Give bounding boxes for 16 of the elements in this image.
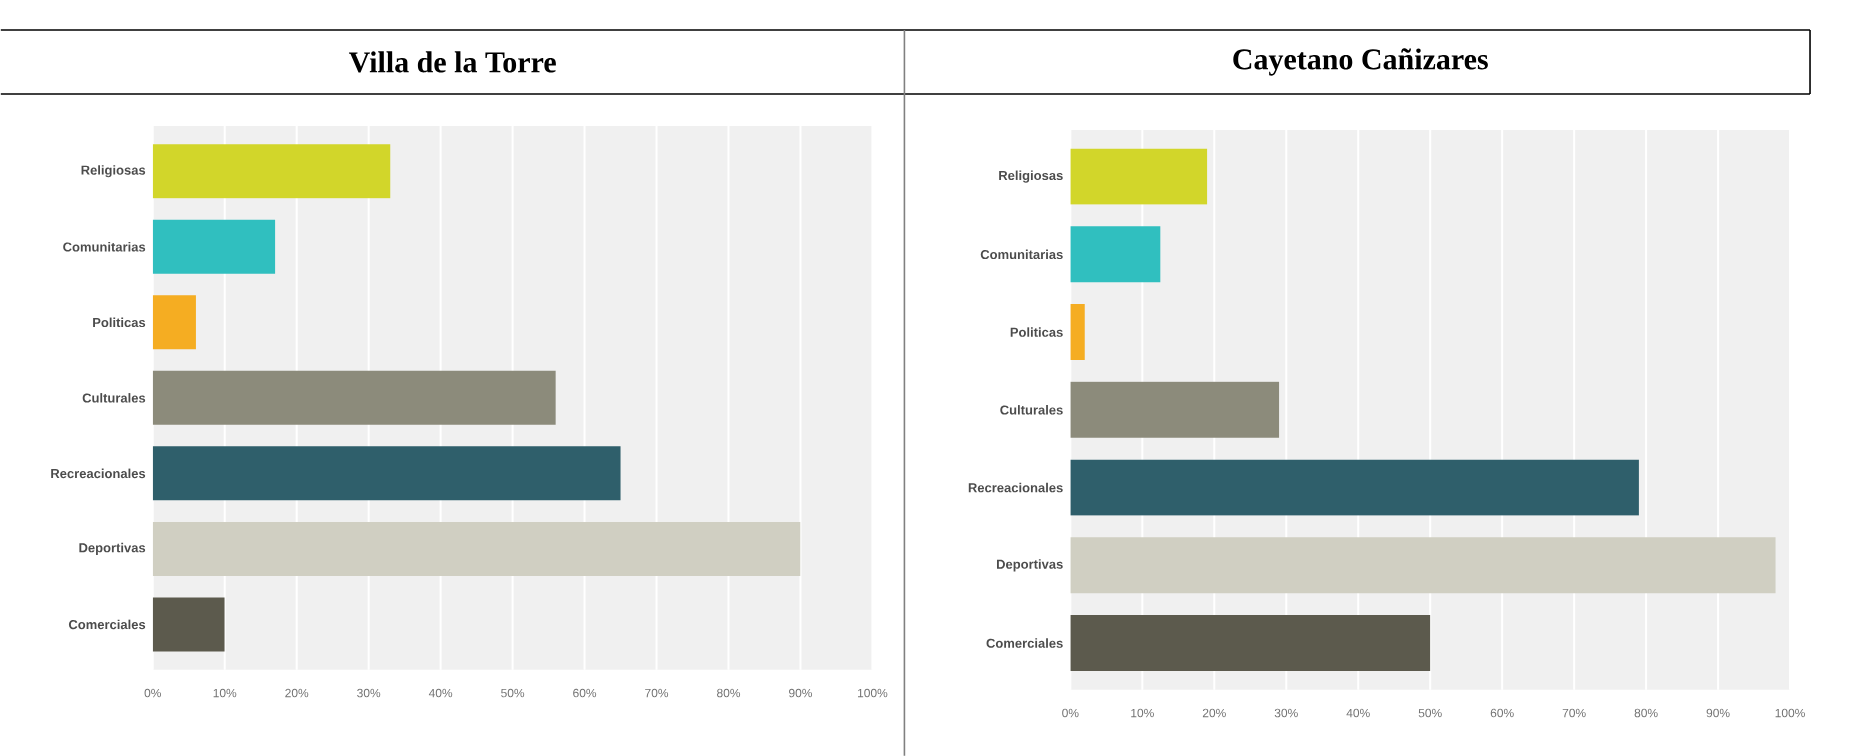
bar	[1070, 148, 1208, 205]
bar	[152, 370, 556, 425]
chart-title: Villa de la Torre	[348, 51, 556, 73]
bar	[152, 144, 391, 199]
bar	[152, 446, 621, 501]
bar	[1070, 459, 1639, 516]
bar	[1070, 226, 1161, 283]
chart-title: Cayetano Cañizares	[1233, 48, 1488, 76]
bar	[152, 597, 225, 652]
bar	[152, 295, 196, 350]
bar	[1070, 614, 1431, 671]
bar	[152, 219, 276, 274]
bar	[1070, 381, 1280, 438]
bar	[152, 521, 801, 576]
bar	[1070, 303, 1085, 360]
bar	[1070, 537, 1776, 594]
